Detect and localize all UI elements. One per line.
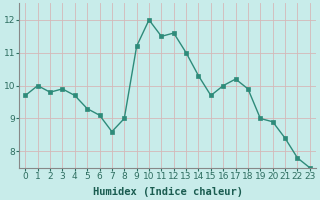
- X-axis label: Humidex (Indice chaleur): Humidex (Indice chaleur): [92, 186, 243, 197]
